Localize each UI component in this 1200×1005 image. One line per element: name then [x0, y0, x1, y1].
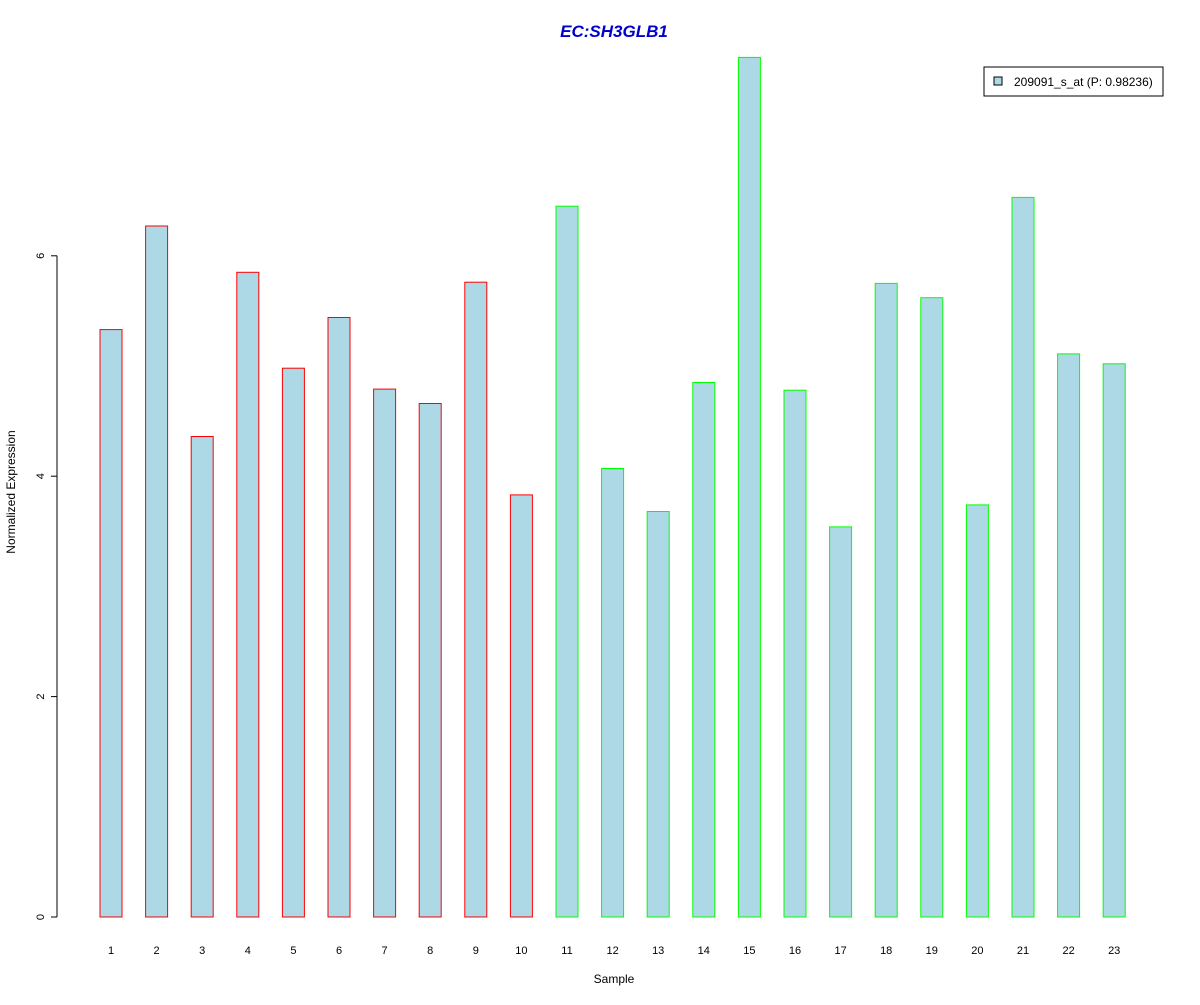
y-axis: 0 2 4 6 [35, 253, 58, 920]
bar-sample-16 [783, 389, 807, 918]
x-tick-label: 15 [743, 945, 755, 957]
y-tick-label: 4 [35, 473, 47, 479]
bar-sample-20 [965, 504, 989, 918]
x-tick-label: 16 [789, 945, 801, 957]
x-tick-label: 22 [1062, 945, 1074, 957]
x-tick-label: 4 [245, 945, 251, 957]
x-tick-label: 14 [698, 945, 710, 957]
legend-label: 209091_s_at (P: 0.98236) [1014, 75, 1153, 89]
bar-sample-10 [509, 494, 533, 918]
x-tick-label: 2 [154, 945, 160, 957]
x-tick-label: 8 [427, 945, 433, 957]
bar-sample-15 [737, 56, 761, 918]
bar-sample-21 [1011, 196, 1035, 918]
x-tick-label: 7 [382, 945, 388, 957]
bar-sample-3 [190, 436, 214, 918]
x-tick-label: 3 [199, 945, 205, 957]
x-tick-labels: 1 2 3 4 5 6 7 8 9 10 11 12 13 14 15 16 17 18 19 20 21 22 23 [108, 945, 1120, 957]
legend-swatch [993, 76, 1003, 86]
x-tick-label: 21 [1017, 945, 1029, 957]
y-axis-label: Normalized Expression [4, 430, 18, 553]
x-tick-label: 11 [561, 945, 572, 957]
bar-sample-7 [373, 388, 397, 918]
x-tick-label: 18 [880, 945, 892, 957]
x-tick-label: 10 [515, 945, 527, 957]
bar-sample-6 [327, 317, 351, 918]
legend: 209091_s_at (P: 0.98236) [983, 66, 1164, 97]
x-tick-label: 19 [926, 945, 938, 957]
x-tick-label: 20 [971, 945, 983, 957]
x-tick-label: 23 [1108, 945, 1120, 957]
bar-sample-5 [281, 367, 305, 918]
bar-sample-1 [99, 329, 123, 918]
bar-sample-4 [236, 271, 260, 918]
x-tick-label: 12 [606, 945, 618, 957]
bar-sample-8 [418, 403, 442, 918]
bar-sample-14 [692, 382, 716, 918]
bar-sample-17 [829, 526, 853, 918]
x-tick-label: 17 [834, 945, 846, 957]
bar-sample-12 [601, 468, 625, 918]
x-tick-label: 9 [473, 945, 479, 957]
x-tick-label: 5 [290, 945, 296, 957]
y-tick-label: 2 [35, 694, 47, 700]
y-tick-label: 6 [35, 253, 47, 259]
x-tick-label: 13 [652, 945, 664, 957]
bar-sample-22 [1057, 353, 1081, 918]
bar-sample-18 [874, 282, 898, 918]
bar-sample-2 [145, 225, 169, 918]
x-tick-label: 1 [108, 945, 114, 957]
bar-sample-23 [1102, 363, 1126, 918]
bar-sample-19 [920, 297, 944, 918]
chart-title: EC:SH3GLB1 [560, 22, 668, 41]
bar-sample-11 [555, 205, 579, 918]
bars-group [99, 56, 1126, 918]
bar-sample-9 [464, 281, 488, 918]
y-tick-label: 0 [35, 914, 47, 920]
legend-box [983, 66, 1164, 97]
x-tick-label: 6 [336, 945, 342, 957]
x-axis-label: Sample [594, 972, 635, 986]
bar-sample-13 [646, 511, 670, 918]
